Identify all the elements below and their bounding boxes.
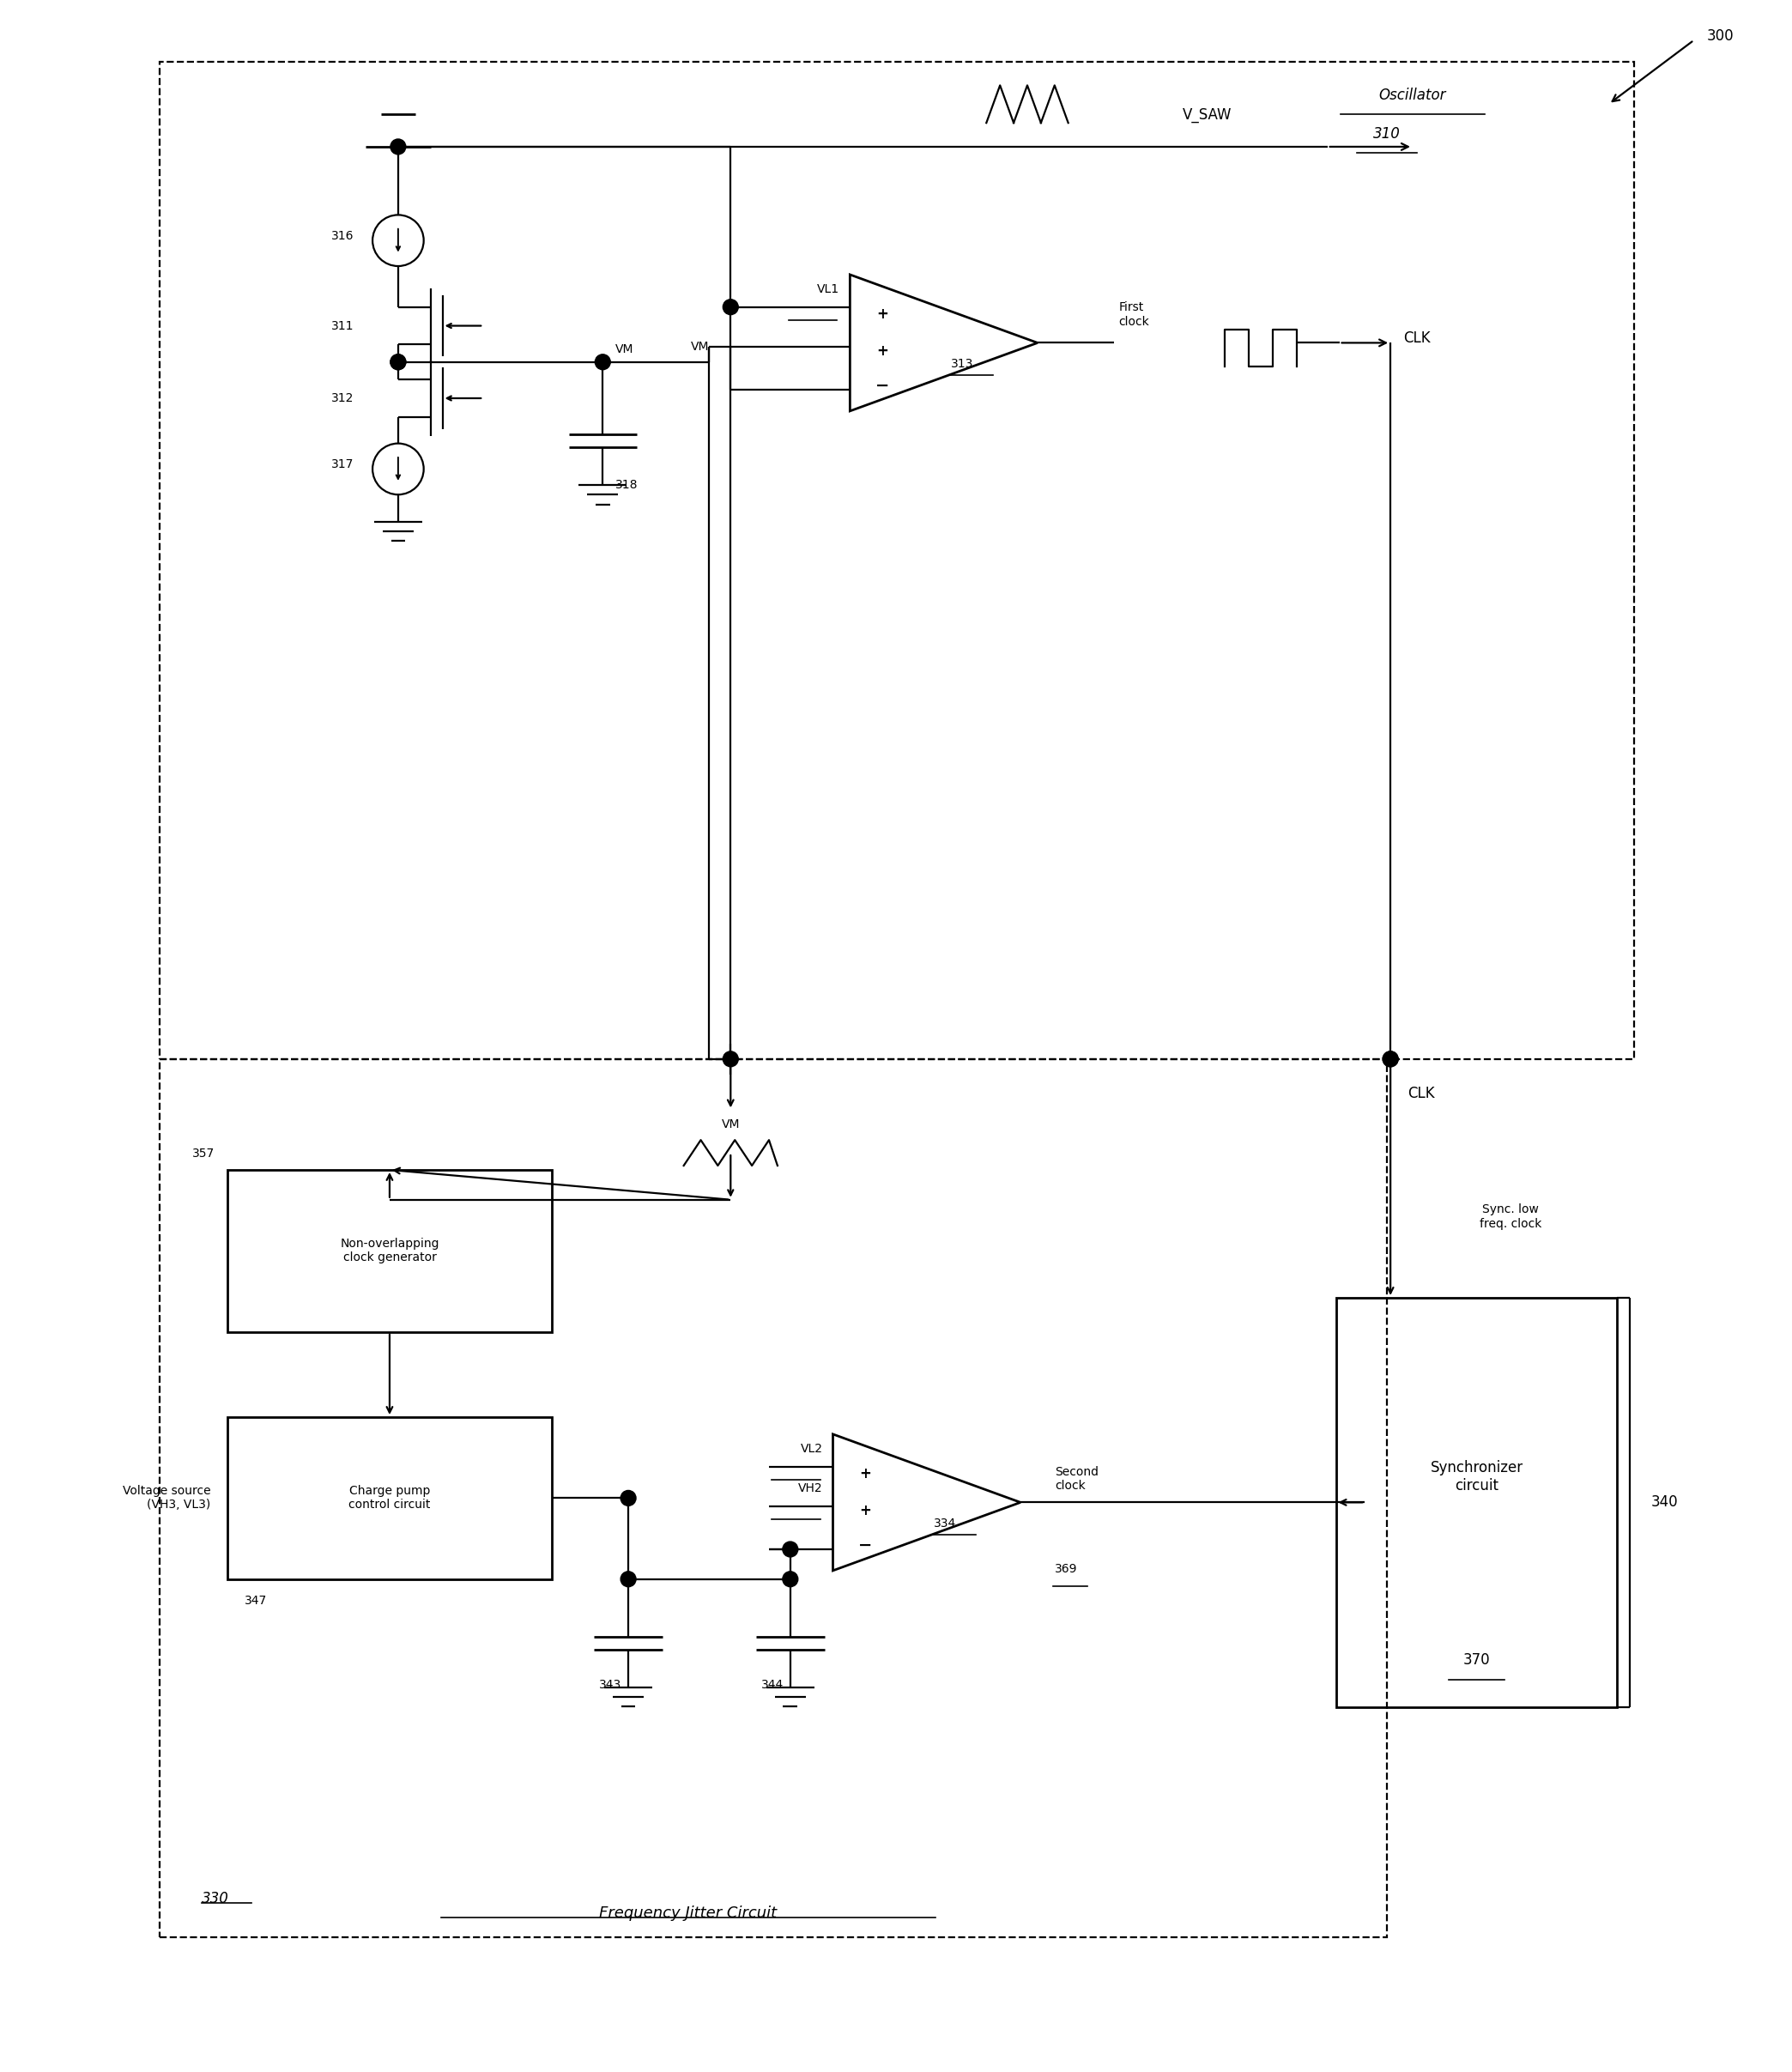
Text: CLK: CLK [1403,332,1430,346]
Text: 313: 313 [950,358,973,371]
Text: 340: 340 [1650,1494,1677,1510]
Circle shape [391,354,405,369]
Text: VM: VM [692,342,710,352]
Text: 357: 357 [192,1148,215,1160]
Circle shape [783,1571,797,1587]
Text: Frequency Jitter Circuit: Frequency Jitter Circuit [599,1906,778,1921]
Text: 310: 310 [1373,126,1401,141]
Text: Sync. low
freq. clock: Sync. low freq. clock [1480,1204,1541,1229]
Text: Synchronizer
circuit: Synchronizer circuit [1430,1461,1523,1494]
Circle shape [783,1542,797,1556]
Text: 344: 344 [762,1678,783,1691]
Text: 330: 330 [202,1892,229,1906]
Text: +: + [876,344,889,358]
Circle shape [595,354,611,369]
Text: Oscillator: Oscillator [1380,87,1446,104]
Text: 343: 343 [599,1678,622,1691]
Text: Charge pump
control circuit: Charge pump control circuit [349,1486,430,1510]
Text: 370: 370 [1462,1651,1491,1668]
Circle shape [391,354,405,369]
Circle shape [722,298,738,315]
Circle shape [620,1490,636,1506]
Text: Voltage source
(VH3, VL3): Voltage source (VH3, VL3) [122,1486,211,1510]
Text: 317: 317 [332,458,353,470]
Text: 316: 316 [332,230,353,242]
Text: VM: VM [615,344,634,354]
Text: CLK: CLK [1407,1086,1435,1100]
Text: VL1: VL1 [817,284,840,294]
Circle shape [1383,1051,1398,1067]
Text: VH2: VH2 [797,1484,823,1494]
Text: +: + [860,1465,871,1481]
Text: +: + [876,307,889,321]
Text: V_SAW: V_SAW [1183,108,1231,122]
Text: First
clock: First clock [1118,303,1149,327]
Text: Non-overlapping
clock generator: Non-overlapping clock generator [340,1237,439,1264]
Text: Second
clock: Second clock [1054,1467,1098,1492]
Text: VM: VM [722,1119,740,1131]
Text: 369: 369 [1054,1562,1077,1575]
Text: 347: 347 [246,1595,267,1606]
Text: VL2: VL2 [801,1442,823,1455]
Circle shape [722,1051,738,1067]
Circle shape [620,1571,636,1587]
Text: 312: 312 [332,392,353,404]
Text: −: − [874,377,889,394]
Text: 300: 300 [1706,29,1735,44]
Text: −: − [858,1537,873,1554]
Circle shape [391,139,405,155]
Text: +: + [860,1502,871,1519]
Text: 311: 311 [332,319,353,332]
Text: 334: 334 [934,1517,957,1529]
Text: 318: 318 [615,479,638,491]
Circle shape [1383,1051,1398,1067]
